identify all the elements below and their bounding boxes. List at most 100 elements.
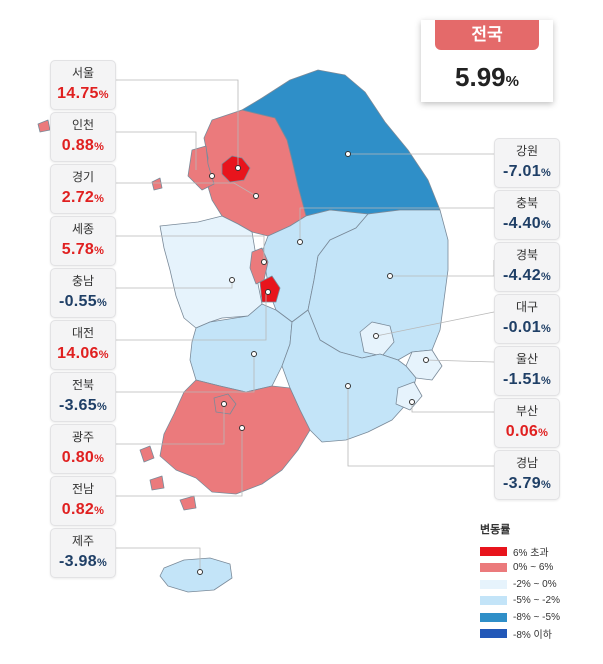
region-label-chungnam[interactable]: 충남 -0.55% xyxy=(50,268,116,318)
dot-gyeonggi xyxy=(253,193,259,199)
region-name: 대전 xyxy=(71,326,95,340)
region-jeonnam[interactable] xyxy=(159,379,311,495)
region-label-gyeongbuk[interactable]: 경북 -4.42% xyxy=(494,242,560,292)
leader-line-jeju xyxy=(114,547,201,572)
region-value-number: 14.75 xyxy=(57,85,99,102)
region-label-gyeonggi[interactable]: 경기 2.72% xyxy=(50,164,116,214)
legend-label: -5% ~ -2% xyxy=(513,595,560,607)
legend-swatch xyxy=(480,629,507,639)
percent-unit: % xyxy=(98,349,109,361)
legend-label: -2% ~ 0% xyxy=(513,578,557,590)
percent-unit: % xyxy=(94,193,105,205)
region-label-incheon[interactable]: 인천 0.88% xyxy=(50,112,116,162)
national-summary-card: 전국 5.99% xyxy=(421,20,553,102)
region-value-number: -7.01 xyxy=(502,163,541,180)
national-title: 전국 xyxy=(435,20,539,50)
region-value: 0.06% xyxy=(495,423,559,442)
region-value: -0.55% xyxy=(51,293,115,312)
region-name: 전북 xyxy=(71,378,95,392)
region-value-number: -0.55 xyxy=(58,293,97,310)
leader-line-chungbuk xyxy=(299,207,494,242)
legend-item: -2% ~ 0% xyxy=(480,576,590,593)
region-value: -0.01% xyxy=(495,319,559,338)
legend-item: 0% ~ 6% xyxy=(480,560,590,577)
region-name: 충남 xyxy=(71,274,95,288)
percent-unit: % xyxy=(94,245,105,257)
region-chungnam[interactable] xyxy=(159,215,263,329)
region-label-seoul[interactable]: 서울 14.75% xyxy=(50,60,116,110)
leader-line-gyeonggi xyxy=(114,182,257,197)
region-jeju[interactable] xyxy=(159,557,233,593)
percent-unit: % xyxy=(540,479,552,491)
percent-unit: % xyxy=(540,219,552,231)
region-value: -3.98% xyxy=(51,553,115,572)
region-value: -1.51% xyxy=(495,371,559,390)
region-name: 울산 xyxy=(515,352,539,366)
region-label-gwangju[interactable]: 광주 0.80% xyxy=(50,424,116,474)
legend-swatch xyxy=(480,546,507,556)
region-value: -4.40% xyxy=(495,215,559,234)
dot-chungnam xyxy=(229,277,235,283)
region-value: 0.80% xyxy=(51,449,115,468)
dot-ulsan xyxy=(423,357,429,363)
region-label-jeonbuk[interactable]: 전북 -3.65% xyxy=(50,372,116,422)
region-jeonnam-islands xyxy=(139,445,197,511)
region-label-busan[interactable]: 부산 0.06% xyxy=(494,398,560,448)
legend-title: 변동률 xyxy=(480,524,511,536)
region-value: -3.65% xyxy=(51,397,115,416)
region-value-number: 0.88 xyxy=(61,137,95,154)
leader-line-sejong xyxy=(114,235,265,262)
dot-jeonnam xyxy=(239,425,245,431)
region-incheon[interactable] xyxy=(187,145,215,191)
legend-item: -8% ~ -5% xyxy=(480,609,590,626)
region-name: 광주 xyxy=(71,430,95,444)
dot-gyeongbuk xyxy=(387,273,393,279)
dot-jeju xyxy=(197,569,203,575)
region-value-number: -3.65 xyxy=(58,397,97,414)
region-daejeon[interactable] xyxy=(259,275,281,303)
percent-unit: % xyxy=(540,271,552,283)
region-label-gyeongnam[interactable]: 경남 -3.79% xyxy=(494,450,560,500)
leader-line-jeonnam xyxy=(114,428,243,497)
region-label-daejeon[interactable]: 대전 14.06% xyxy=(50,320,116,370)
region-value-number: -3.98 xyxy=(58,553,97,570)
region-label-jeju[interactable]: 제주 -3.98% xyxy=(50,528,116,578)
dot-daegu xyxy=(373,333,379,339)
region-name: 서울 xyxy=(71,66,95,80)
percent-unit: % xyxy=(94,141,105,153)
dot-daejeon xyxy=(265,289,271,295)
region-label-sejong[interactable]: 세종 5.78% xyxy=(50,216,116,266)
percent-unit: % xyxy=(94,453,105,465)
legend-swatch xyxy=(480,563,507,573)
region-daegu[interactable] xyxy=(359,321,395,357)
region-value-number: 5.78 xyxy=(61,241,95,258)
percent-unit: % xyxy=(96,401,108,413)
dot-incheon xyxy=(209,173,215,179)
dot-gangwon xyxy=(345,151,351,157)
region-label-ulsan[interactable]: 울산 -1.51% xyxy=(494,346,560,396)
region-name: 경남 xyxy=(515,456,539,470)
region-label-chungbuk[interactable]: 충북 -4.40% xyxy=(494,190,560,240)
region-name: 대구 xyxy=(515,300,539,314)
region-value-number: -4.40 xyxy=(502,215,541,232)
region-value: 14.06% xyxy=(51,345,115,364)
percent-unit: % xyxy=(98,89,109,101)
region-name: 경기 xyxy=(71,170,95,184)
legend-swatch xyxy=(480,612,507,622)
region-value: 2.72% xyxy=(51,189,115,208)
marker-dots xyxy=(197,151,429,575)
legend-label: -8% ~ -5% xyxy=(513,611,560,623)
region-name: 전남 xyxy=(71,482,95,496)
dot-chungbuk xyxy=(297,239,303,245)
legend-swatch xyxy=(480,596,507,606)
percent-unit: % xyxy=(540,323,552,335)
leader-lines xyxy=(114,79,495,572)
region-busan[interactable] xyxy=(395,381,423,411)
region-label-daegu[interactable]: 대구 -0.01% xyxy=(494,294,560,344)
leader-line-gwangju xyxy=(114,404,225,445)
region-label-gangwon[interactable]: 강원 -7.01% xyxy=(494,138,560,188)
region-value: -7.01% xyxy=(495,163,559,182)
region-label-jeonnam[interactable]: 전남 0.82% xyxy=(50,476,116,526)
region-name: 충북 xyxy=(515,196,539,210)
